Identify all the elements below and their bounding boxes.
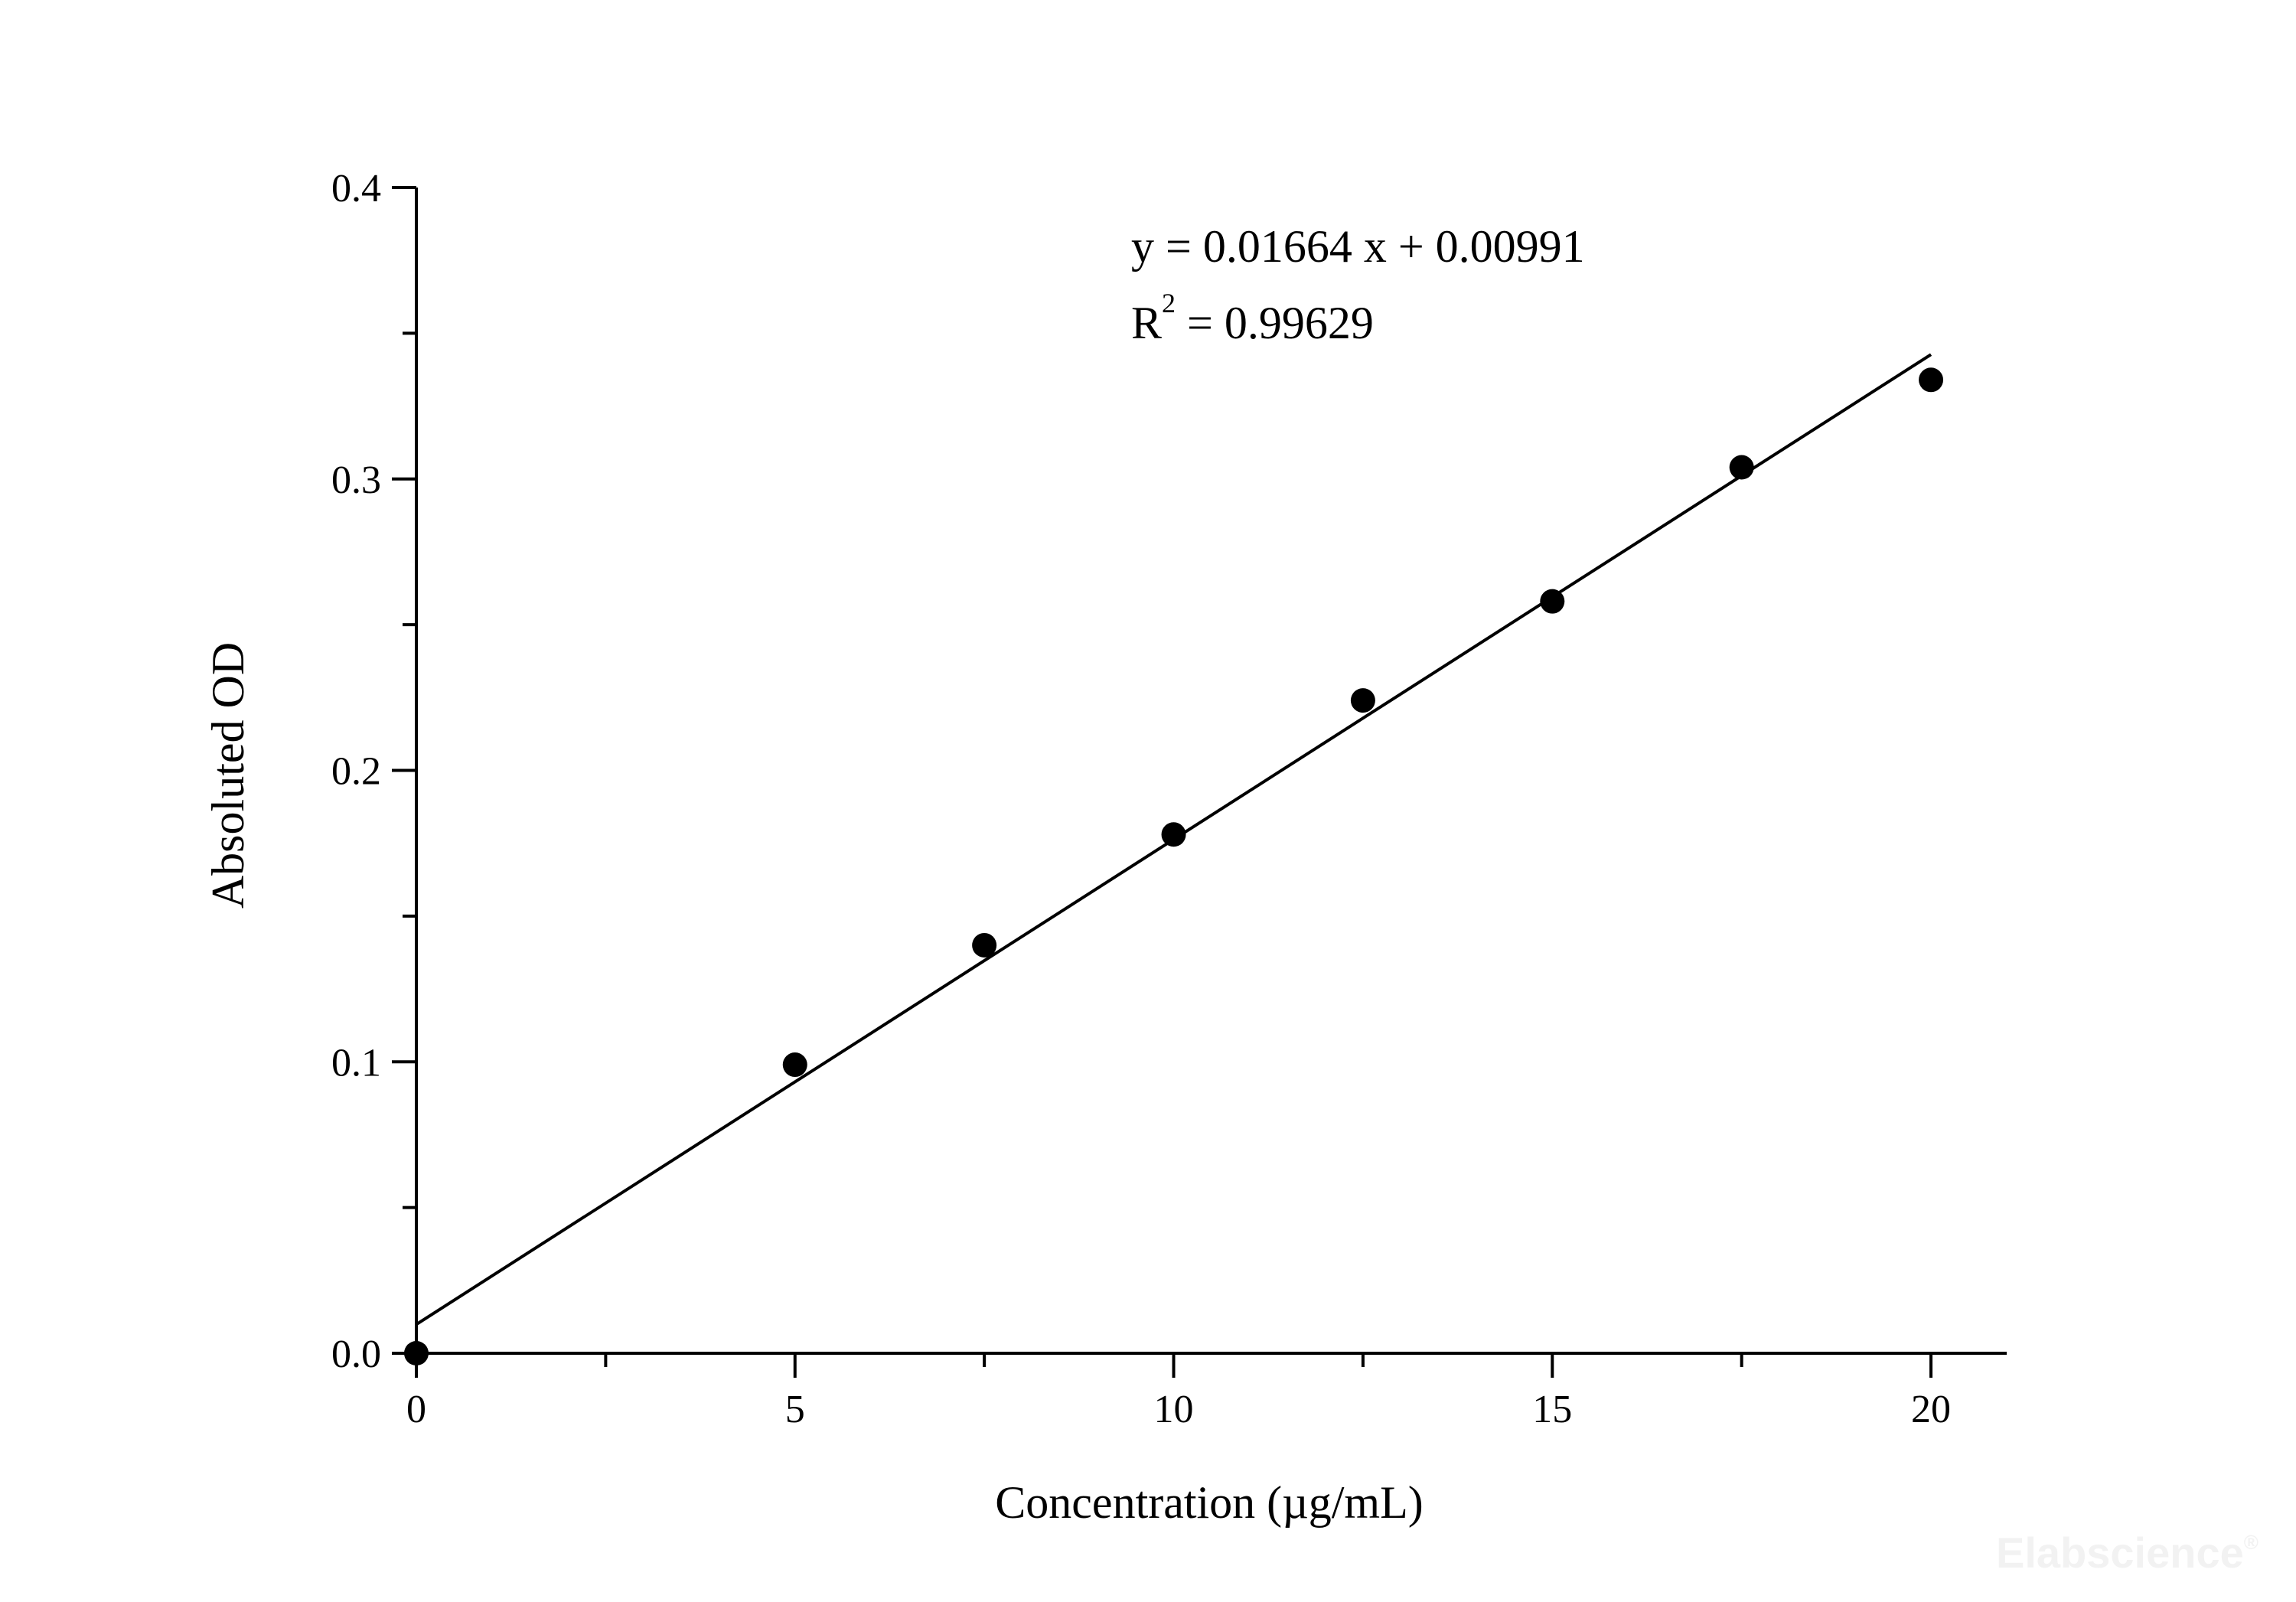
axes: 0 5 10 15 20 0.0 0.1 0.2 0.3 0.4 <box>331 167 2007 1431</box>
r-squared-superscript: 2 <box>1162 288 1176 318</box>
x-tick-label: 5 <box>785 1388 805 1431</box>
data-point <box>1919 367 1944 393</box>
r-squared-value: = 0.99629 <box>1176 298 1374 348</box>
y-tick-label: 0.2 <box>331 750 381 794</box>
elabscience-watermark: Elabscience® <box>1996 1529 2258 1577</box>
data-point <box>1729 455 1754 480</box>
y-axis-title: Absoluted OD <box>203 642 253 909</box>
y-tick-label: 0.3 <box>331 458 381 502</box>
data-point <box>782 1052 807 1078</box>
y-tick-label: 0.1 <box>331 1041 381 1085</box>
data-point <box>1161 822 1186 847</box>
x-tick-label: 15 <box>1532 1388 1572 1431</box>
data-point <box>972 932 997 958</box>
x-tick-label: 10 <box>1154 1388 1194 1431</box>
y-tick-label: 0.0 <box>331 1333 381 1376</box>
x-tick-label: 20 <box>1911 1388 1951 1431</box>
regression-equation: y = 0.01664 x + 0.00991 <box>1131 221 1585 272</box>
x-tick-label: 0 <box>406 1388 426 1431</box>
r-squared-label: R2 = 0.99629 <box>1131 288 1374 348</box>
data-point <box>1350 688 1375 713</box>
data-point <box>1540 589 1565 614</box>
r-squared-prefix: R <box>1131 298 1162 348</box>
data-point <box>404 1341 429 1365</box>
data-points-layer <box>404 367 1944 1365</box>
y-tick-label: 0.4 <box>331 167 381 210</box>
x-axis-title: Concentration (µg/mL) <box>995 1477 1423 1528</box>
